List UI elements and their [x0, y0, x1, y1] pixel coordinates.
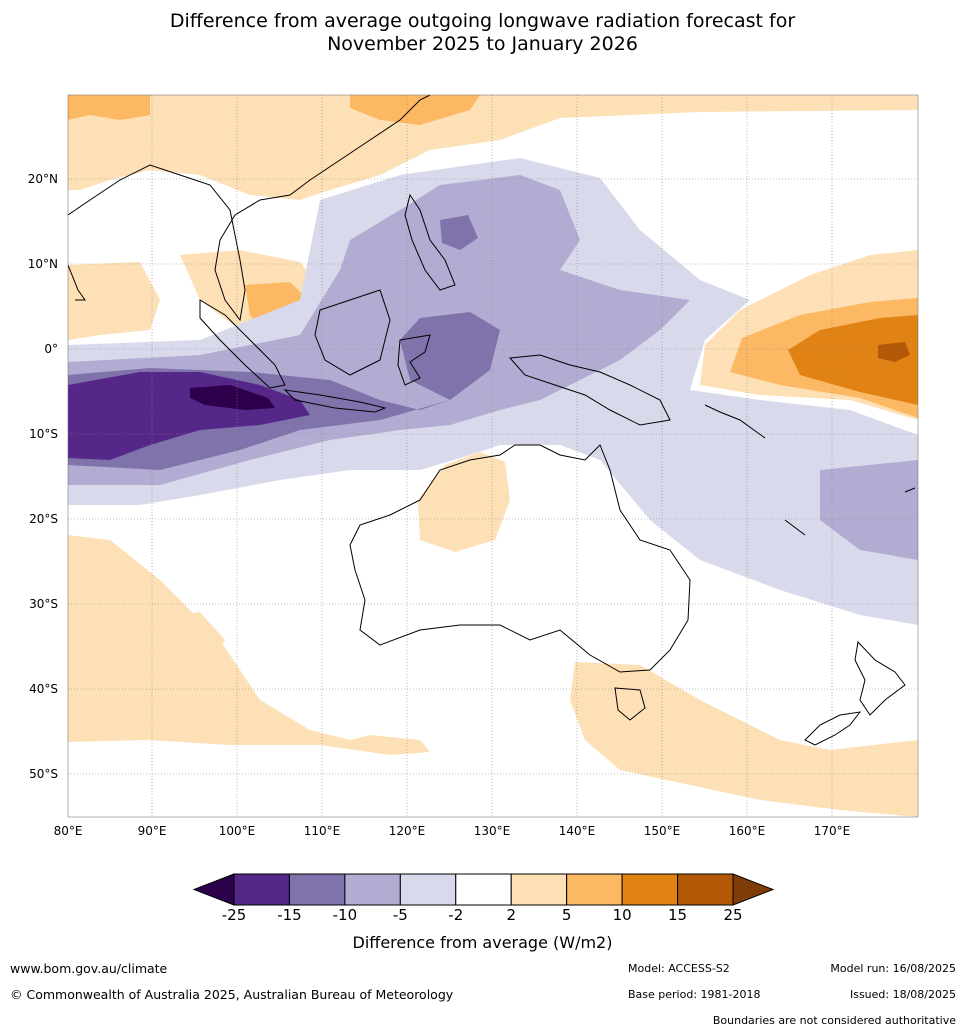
- issued-date: Issued: 18/08/2025: [849, 988, 956, 1001]
- negative-anomaly-5-pacific: [820, 460, 918, 560]
- positive-anomaly-nw-australia: [418, 452, 510, 552]
- positive-anomaly-north: [68, 95, 918, 200]
- colorbar-tick-label: -15: [277, 906, 302, 924]
- lon-label: 140°E: [559, 824, 596, 838]
- positive-anomaly-south-australia: [570, 662, 918, 817]
- colorbar-tick-label: -2: [448, 906, 464, 924]
- positive-anomaly-china-5: [350, 95, 480, 125]
- colorbar-tick-label: 15: [668, 906, 688, 924]
- borneo-coastline: [314, 289, 391, 376]
- colorbar-swatch: [621, 873, 679, 906]
- asia-coastline: [68, 95, 431, 322]
- colorbar-tick-label: 2: [506, 906, 516, 924]
- philippines-coastline: [404, 193, 456, 291]
- negative-anomaly-10-philippines: [440, 215, 478, 250]
- positive-anomaly-india: [68, 262, 160, 340]
- colorbar-tick-label: 25: [723, 906, 743, 924]
- positive-anomaly-southern-ocean: [68, 535, 430, 755]
- lon-label: 100°E: [219, 824, 256, 838]
- colorbar-swatch: [288, 873, 346, 906]
- lat-label: 40°S: [29, 682, 58, 696]
- australia-coastline: [349, 444, 691, 673]
- colorbar-extend-low: [192, 873, 235, 906]
- positive-anomaly-pacific-15: [878, 342, 910, 362]
- model-name: Model: ACCESS-S2: [628, 962, 730, 975]
- lat-label: 10°N: [28, 257, 58, 271]
- boundaries-disclaimer: Boundaries are not considered authoritat…: [712, 1014, 956, 1027]
- positive-anomaly-pacific-10: [788, 315, 918, 405]
- map-frame: [67, 94, 919, 818]
- new-zealand-north-coastline: [854, 640, 906, 716]
- title-line-2: November 2025 to January 2026: [327, 33, 638, 55]
- colorbar-swatch: [455, 873, 512, 906]
- colorbar-tick-label: 5: [561, 906, 572, 924]
- negative-anomaly-25: [190, 385, 275, 410]
- java-coastline: [283, 389, 387, 413]
- pacific-islands-coastline: [704, 404, 916, 536]
- lat-label: 20°N: [28, 172, 58, 186]
- map-title: Difference from average outgoing longwav…: [0, 10, 965, 56]
- anomaly-field: [68, 95, 918, 817]
- india-coastline: [68, 264, 86, 301]
- title-line-1: Difference from average outgoing longwav…: [169, 10, 796, 32]
- new-zealand-south-coastline: [804, 711, 862, 746]
- positive-anomaly-northwest-5: [68, 95, 150, 120]
- colorbar-tick-label: -25: [221, 906, 247, 924]
- lon-label: 130°E: [474, 824, 511, 838]
- positive-anomaly-indian-ocean-patch: [155, 612, 225, 665]
- sumatra-coastline: [199, 299, 286, 389]
- colorbar-extend-high: [732, 873, 775, 906]
- model-run-date: Model run: 16/08/2025: [830, 962, 956, 975]
- lon-label: 170°E: [814, 824, 851, 838]
- lon-label: 120°E: [389, 824, 426, 838]
- colorbar-swatch: [566, 873, 623, 906]
- lon-label: 80°E: [54, 824, 83, 838]
- graticule: [68, 95, 918, 817]
- colorbar-swatch: [677, 873, 734, 906]
- lon-label: 90°E: [138, 824, 167, 838]
- colorbar-tick-label: -5: [392, 906, 408, 924]
- lat-label: 20°S: [29, 512, 58, 526]
- lon-label: 150°E: [644, 824, 681, 838]
- lon-label: 110°E: [304, 824, 341, 838]
- copyright-notice: © Commonwealth of Australia 2025, Austra…: [10, 987, 454, 1002]
- lat-label: 30°S: [29, 597, 58, 611]
- lat-label: 10°S: [29, 427, 58, 441]
- colorbar-title: Difference from average (W/m2): [352, 933, 613, 952]
- lat-label: 50°S: [29, 767, 58, 781]
- lat-label: 0°: [44, 342, 58, 356]
- lon-label: 160°E: [729, 824, 766, 838]
- longitude-labels: 80°E 90°E 100°E 110°E 120°E 130°E 140°E …: [54, 824, 851, 838]
- colorbar-tick-label: 10: [612, 906, 632, 924]
- new-guinea-coastline: [508, 354, 671, 426]
- colorbar-swatch: [399, 873, 457, 906]
- base-period: Base period: 1981-2018: [628, 988, 761, 1001]
- colorbar: [192, 873, 775, 906]
- colorbar-tick-label: -10: [332, 906, 358, 924]
- colorbar-swatch: [344, 873, 401, 906]
- tasmania-coastline: [614, 687, 646, 721]
- colorbar-swatch: [510, 873, 568, 906]
- latitude-labels: 20°N 10°N 0° 10°S 20°S 30°S 40°S 50°S: [28, 172, 58, 781]
- colorbar-swatch: [233, 873, 290, 906]
- sulawesi-coastline: [397, 334, 431, 386]
- website-link[interactable]: www.bom.gov.au/climate: [10, 961, 168, 976]
- coastlines: [68, 95, 916, 746]
